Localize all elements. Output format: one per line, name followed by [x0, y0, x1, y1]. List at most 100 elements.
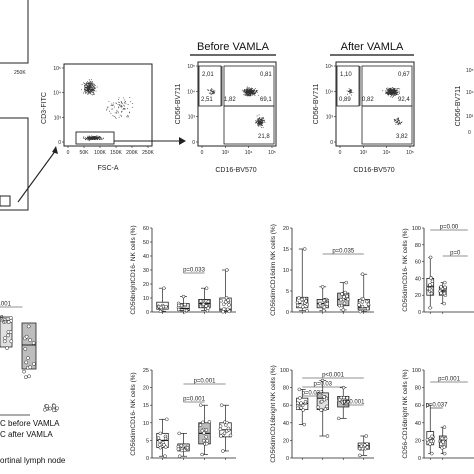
data-point: [24, 360, 29, 365]
y-tick-label: 80: [283, 386, 289, 392]
y-tick-label: 60: [415, 260, 421, 266]
event-dot: [395, 120, 397, 122]
data-point: [299, 401, 303, 405]
event-dot: [262, 126, 264, 128]
data-point: [429, 439, 434, 443]
event-dot: [258, 124, 260, 126]
event-dot: [129, 111, 130, 113]
q-value: 92,4: [398, 97, 410, 103]
event-dot: [351, 89, 353, 91]
event-dot: [114, 112, 116, 114]
flow-panel-before: 2,01 0,81 2,51 1,82 69,1 21,8 10⁵ 10⁴ 10³ 0…: [175, 61, 277, 174]
event-dot: [256, 120, 258, 122]
tick-label: 10⁵: [53, 66, 61, 72]
event-dot: [347, 93, 348, 95]
event-dot: [84, 138, 86, 140]
event-dot: [119, 101, 120, 103]
event-dot: [111, 103, 113, 105]
event-dot: [263, 120, 265, 122]
event-dot: [242, 91, 244, 93]
event-dot: [249, 93, 251, 95]
data-point: [26, 356, 30, 360]
event-dot: [88, 83, 90, 85]
event-dot: [89, 139, 91, 140]
event-dot: [401, 122, 403, 124]
data-point: [163, 436, 168, 441]
event-dot: [87, 136, 89, 138]
event-dot: [83, 82, 84, 84]
event-dot: [92, 84, 94, 86]
event-dot: [121, 101, 123, 103]
header-before-vamla: Before VAMLA: [197, 41, 270, 53]
event-dot: [89, 92, 91, 94]
event-dot: [119, 114, 121, 116]
event-dot: [91, 88, 93, 90]
data-point: [322, 308, 326, 313]
data-point: [323, 407, 328, 411]
tick-label: 50K: [80, 150, 90, 156]
event-dot: [393, 94, 395, 96]
data-point: [185, 446, 190, 450]
event-dot: [254, 93, 256, 94]
event-dot: [352, 91, 354, 93]
event-dot: [398, 123, 400, 125]
data-point: [222, 431, 227, 436]
event-dot: [123, 104, 125, 106]
q-value: 2,51: [201, 97, 213, 103]
event-dot: [89, 88, 91, 90]
event-dot: [244, 90, 246, 92]
event-dot: [90, 83, 92, 85]
svg-text:10⁵: 10⁵: [466, 68, 474, 74]
p-value-label: p=0.001: [194, 379, 217, 385]
event-dot: [387, 87, 389, 89]
event-dot: [249, 90, 250, 92]
data-point: [428, 306, 432, 310]
y-tick-label: 40: [143, 254, 149, 260]
event-dot: [350, 94, 352, 96]
event-dot: [83, 138, 85, 139]
event-dot: [91, 136, 93, 138]
event-dot: [88, 137, 90, 139]
event-dot: [260, 118, 262, 120]
data-point: [305, 308, 309, 313]
event-dot: [245, 89, 247, 91]
event-dot: [391, 90, 393, 92]
y-tick-label: 10: [143, 296, 149, 302]
event-dot: [258, 121, 260, 123]
ylabel-cd3: CD3-FITC: [41, 92, 48, 124]
event-dot: [244, 92, 246, 94]
event-dot: [398, 123, 400, 124]
data-point: [345, 294, 349, 298]
event-dot: [86, 87, 88, 89]
event-dot: [110, 112, 112, 114]
data-point: [357, 446, 362, 451]
event-dot: [91, 82, 93, 83]
y-tick-label: 5: [286, 289, 289, 295]
event-dot: [257, 94, 259, 96]
event-dot: [87, 93, 89, 95]
event-dot: [207, 90, 209, 92]
tick-label: 200K: [126, 150, 138, 156]
y-tick-label: 100: [280, 368, 289, 374]
p-value-label: p=0.032: [302, 391, 325, 397]
data-point: [358, 309, 363, 314]
event-dot: [396, 121, 398, 123]
event-dot: [87, 86, 89, 88]
event-dot: [400, 123, 402, 125]
event-dot: [124, 108, 125, 110]
event-dot: [93, 136, 95, 138]
event-dot: [251, 92, 253, 94]
event-dot: [260, 123, 262, 125]
event-dot: [127, 114, 129, 116]
event-dot: [207, 88, 209, 90]
event-dot: [85, 85, 87, 86]
event-dot: [103, 137, 105, 139]
event-dot: [89, 87, 91, 89]
event-dot: [398, 119, 400, 121]
event-dot: [115, 116, 116, 118]
event-dot: [398, 88, 399, 90]
event-dot: [86, 138, 88, 140]
event-dot: [93, 86, 95, 88]
event-dot: [87, 84, 89, 86]
